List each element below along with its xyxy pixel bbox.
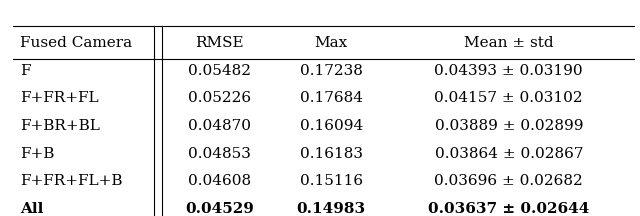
Text: F+FR+FL: F+FR+FL <box>20 92 99 105</box>
Text: F+BR+BL: F+BR+BL <box>20 119 100 133</box>
Text: 0.16094: 0.16094 <box>300 119 363 133</box>
Text: 0.16183: 0.16183 <box>300 147 363 161</box>
Text: 0.04870: 0.04870 <box>188 119 251 133</box>
Text: 0.04608: 0.04608 <box>188 175 251 188</box>
Text: F: F <box>20 64 31 78</box>
Text: 0.14983: 0.14983 <box>296 202 366 216</box>
Text: 0.17238: 0.17238 <box>300 64 363 78</box>
Text: 0.04853: 0.04853 <box>188 147 251 161</box>
Text: 0.03864 ± 0.02867: 0.03864 ± 0.02867 <box>435 147 583 161</box>
Text: Mean ± std: Mean ± std <box>464 36 554 50</box>
Text: 0.03637 ± 0.02644: 0.03637 ± 0.02644 <box>428 202 589 216</box>
Text: RMSE: RMSE <box>195 36 243 50</box>
Text: 0.05482: 0.05482 <box>188 64 251 78</box>
Text: F+FR+FL+B: F+FR+FL+B <box>20 175 123 188</box>
Text: 0.04157 ± 0.03102: 0.04157 ± 0.03102 <box>435 92 583 105</box>
Text: Max: Max <box>315 36 348 50</box>
Text: All: All <box>20 202 44 216</box>
Text: Fused Camera: Fused Camera <box>20 36 132 50</box>
Text: F+B: F+B <box>20 147 55 161</box>
Text: 0.03889 ± 0.02899: 0.03889 ± 0.02899 <box>435 119 583 133</box>
Text: 0.04393 ± 0.03190: 0.04393 ± 0.03190 <box>435 64 583 78</box>
Text: 0.15116: 0.15116 <box>300 175 363 188</box>
Text: 0.05226: 0.05226 <box>188 92 251 105</box>
Text: 0.03696 ± 0.02682: 0.03696 ± 0.02682 <box>435 175 583 188</box>
Text: 0.04529: 0.04529 <box>185 202 253 216</box>
Text: 0.17684: 0.17684 <box>300 92 363 105</box>
